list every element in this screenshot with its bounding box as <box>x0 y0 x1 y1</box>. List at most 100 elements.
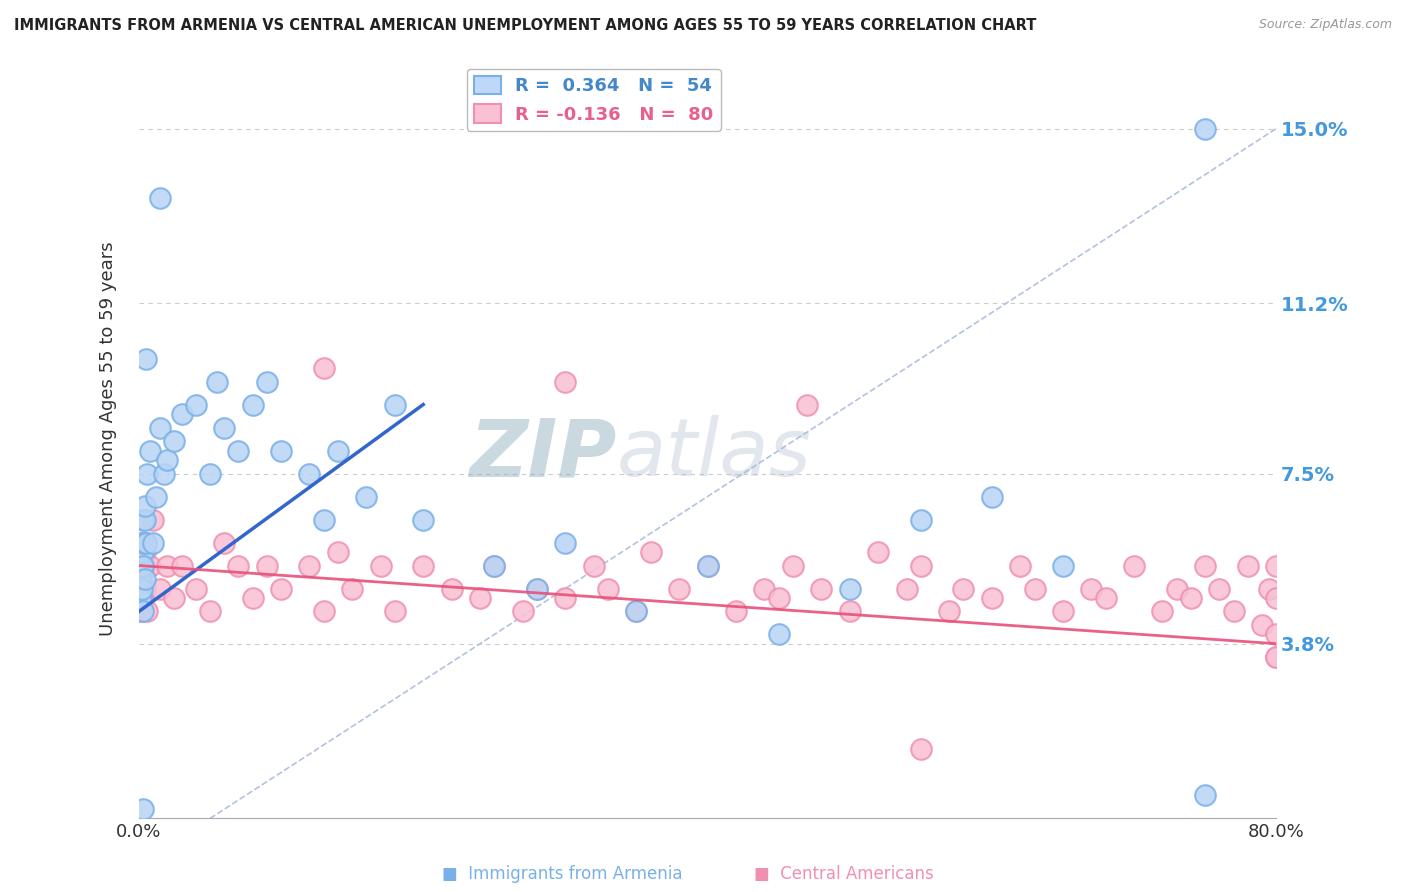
Point <box>1265 558 1288 573</box>
Point <box>554 591 576 605</box>
Legend: R =  0.364   N =  54, R = -0.136   N =  80: R = 0.364 N = 54, R = -0.136 N = 80 <box>467 69 721 131</box>
Point <box>129 572 152 586</box>
Point <box>1265 627 1288 641</box>
Point <box>724 605 747 619</box>
Point <box>370 558 392 573</box>
Point <box>135 535 157 549</box>
Point <box>134 499 156 513</box>
Point <box>938 605 960 619</box>
Point <box>384 398 406 412</box>
Point <box>1094 591 1116 605</box>
Point <box>1265 650 1288 665</box>
Point <box>412 558 434 573</box>
Point <box>145 490 167 504</box>
Point <box>142 535 165 549</box>
Point <box>1080 582 1102 596</box>
Point <box>134 572 156 586</box>
Point <box>149 190 172 204</box>
Point <box>132 591 155 605</box>
Point <box>312 360 335 375</box>
Point <box>129 582 152 596</box>
Point <box>131 558 153 573</box>
Point <box>134 545 156 559</box>
Point <box>1052 605 1074 619</box>
Point <box>582 558 605 573</box>
Text: Source: ZipAtlas.com: Source: ZipAtlas.com <box>1258 18 1392 31</box>
Point <box>910 512 932 526</box>
Point <box>198 467 221 481</box>
Point <box>1052 558 1074 573</box>
Point <box>340 582 363 596</box>
Point <box>139 558 162 573</box>
Point <box>468 591 491 605</box>
Point <box>129 605 152 619</box>
Point <box>132 512 155 526</box>
Point <box>484 558 506 573</box>
Point <box>980 490 1002 504</box>
Point <box>1010 558 1032 573</box>
Point <box>554 535 576 549</box>
Point <box>132 535 155 549</box>
Point <box>1251 618 1274 632</box>
Point <box>128 582 150 596</box>
Point <box>149 582 172 596</box>
Point <box>326 443 349 458</box>
Point <box>128 591 150 605</box>
Point <box>868 545 890 559</box>
Point <box>596 582 619 596</box>
Point <box>129 558 152 573</box>
Point <box>1194 558 1216 573</box>
Point <box>131 582 153 596</box>
Point <box>782 558 804 573</box>
Point <box>554 375 576 389</box>
Point <box>198 605 221 619</box>
Point <box>149 420 172 434</box>
Point <box>838 582 860 596</box>
Point <box>131 605 153 619</box>
Text: IMMIGRANTS FROM ARMENIA VS CENTRAL AMERICAN UNEMPLOYMENT AMONG AGES 55 TO 59 YEA: IMMIGRANTS FROM ARMENIA VS CENTRAL AMERI… <box>14 18 1036 33</box>
Point <box>136 467 159 481</box>
Y-axis label: Unemployment Among Ages 55 to 59 years: Unemployment Among Ages 55 to 59 years <box>100 242 117 636</box>
Point <box>131 582 153 596</box>
Point <box>134 582 156 596</box>
Point <box>796 398 818 412</box>
Point <box>228 558 250 573</box>
Point <box>170 407 193 421</box>
Point <box>1265 591 1288 605</box>
Point <box>640 545 662 559</box>
Point <box>952 582 974 596</box>
Point <box>298 467 321 481</box>
Text: ■  Central Americans: ■ Central Americans <box>754 865 934 883</box>
Point <box>1236 558 1258 573</box>
Point <box>163 434 186 449</box>
Point <box>129 558 152 573</box>
Point <box>242 591 264 605</box>
Point <box>184 398 207 412</box>
Text: ■  Immigrants from Armenia: ■ Immigrants from Armenia <box>441 865 683 883</box>
Point <box>696 558 718 573</box>
Point <box>1024 582 1046 596</box>
Point <box>228 443 250 458</box>
Point <box>212 420 235 434</box>
Point <box>1194 121 1216 136</box>
Point <box>184 582 207 596</box>
Point <box>910 742 932 756</box>
Point <box>910 558 932 573</box>
Point <box>838 605 860 619</box>
Point <box>768 591 790 605</box>
Point <box>980 591 1002 605</box>
Point <box>626 605 648 619</box>
Point <box>132 545 155 559</box>
Point <box>242 398 264 412</box>
Point <box>132 558 155 573</box>
Point <box>132 802 155 816</box>
Point <box>131 591 153 605</box>
Point <box>1166 582 1188 596</box>
Point <box>170 558 193 573</box>
Point <box>526 582 548 596</box>
Point <box>129 582 152 596</box>
Point <box>163 591 186 605</box>
Point <box>1152 605 1174 619</box>
Point <box>139 443 162 458</box>
Point <box>156 452 179 467</box>
